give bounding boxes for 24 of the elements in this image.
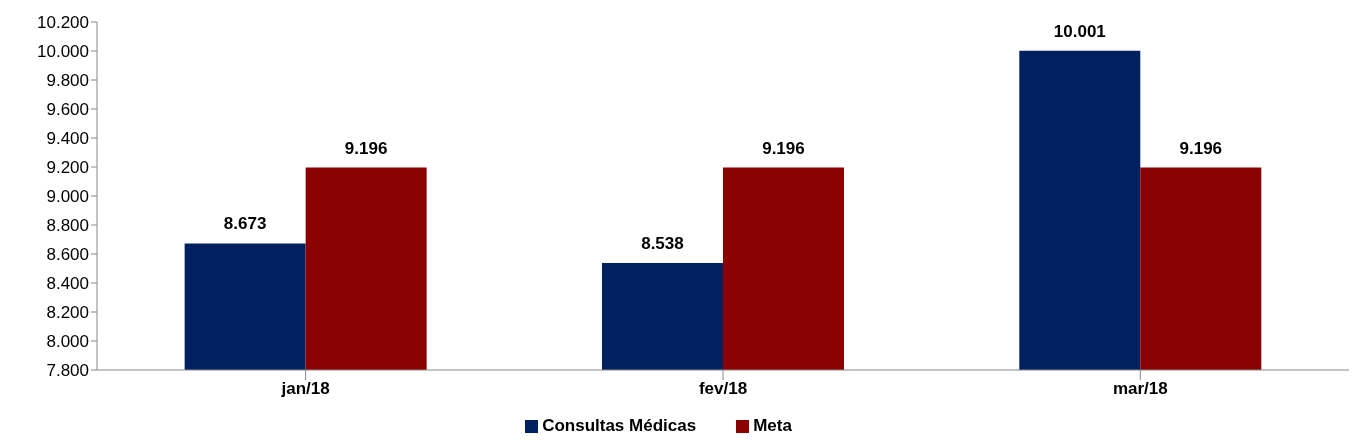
legend-label: Meta	[753, 416, 792, 435]
y-tick-label: 8.400	[46, 274, 89, 294]
data-label: 10.001	[1053, 21, 1106, 41]
x-tick-label: fev/18	[698, 379, 748, 399]
data-label: 9.196	[762, 138, 805, 158]
data-label: 8.538	[641, 233, 684, 253]
data-label: 9.196	[1179, 138, 1223, 158]
legend-label: Consultas Médicas	[542, 416, 697, 435]
y-tick-label: 8.800	[46, 216, 89, 236]
y-tick-label: 9.600	[46, 100, 89, 120]
y-tick-label: 8.000	[46, 332, 89, 352]
y-tick-label: 8.200	[46, 303, 89, 323]
y-tick-label: 7.800	[46, 361, 89, 381]
y-tick-label: 9.200	[46, 158, 89, 178]
data-label: 9.196	[344, 138, 388, 158]
y-tick-label: 10.000	[37, 42, 89, 62]
y-tick-label: 10.200	[37, 13, 89, 33]
x-tick-label: jan/18	[280, 379, 330, 399]
x-tick-label: mar/18	[1112, 379, 1168, 399]
y-tick-label: 9.800	[46, 71, 89, 91]
y-tick-label: 9.400	[46, 129, 89, 149]
y-tick-label: 9.000	[46, 187, 89, 207]
data-label: 8.673	[223, 214, 267, 234]
y-tick-label: 8.600	[46, 245, 89, 265]
